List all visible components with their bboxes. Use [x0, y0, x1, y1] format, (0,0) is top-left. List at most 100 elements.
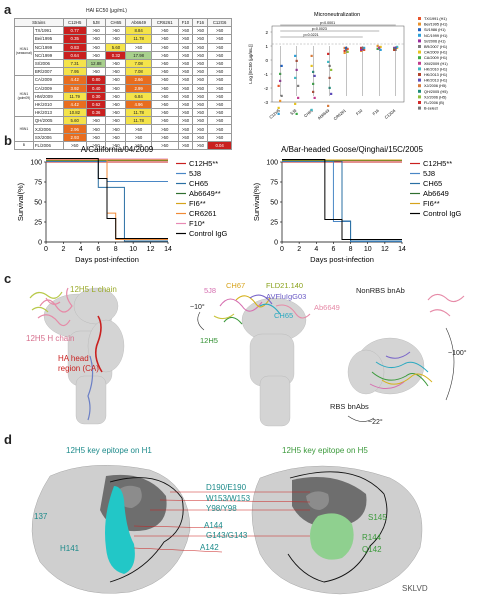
legend-label: FI6** [189, 199, 206, 208]
table-strain-name: HM/2009 [32, 91, 64, 101]
table-cell: >50 [150, 99, 179, 110]
micro-xtick: C12G6 [383, 107, 397, 119]
table-cell: 0.36 [85, 108, 107, 118]
table-cell: 3.92 [62, 83, 87, 93]
table-cell: >50 [150, 140, 179, 151]
table-header-cell: C12G6 [207, 17, 232, 28]
epitope-label-h141: H141 [60, 544, 80, 553]
table-cell: >50 [125, 42, 152, 52]
legend-label: CR6261 [189, 209, 217, 218]
watermark: SKLVD [402, 584, 428, 593]
table-cell: >50 [150, 26, 179, 36]
table-strain-name: NC/1999 [32, 50, 64, 60]
table-strain-name: SI/2006 [32, 58, 64, 69]
table-cell: >50 [150, 116, 179, 126]
micro-point [396, 45, 399, 48]
ab-label-fld21: FLD21.140 [266, 281, 304, 290]
table-cell: >50 [177, 116, 194, 126]
ha-trimer-middle [241, 297, 307, 427]
rbs-label: RBS bnAbs [330, 402, 369, 411]
table-cell: >50 [192, 99, 209, 110]
table-cell: >50 [105, 75, 127, 85]
micro-legend-swatch [418, 73, 421, 76]
micro-legend-swatch [418, 89, 421, 93]
epitope-label-s145: S145 [368, 513, 387, 522]
table-cell: >50 [192, 58, 209, 69]
table-row: HK/2013 10.82 0.36 >50 11.78 >50 >50 >50 >50 [15, 108, 232, 118]
survival-chart-qinghai: A/Bar-headed Goose/Qinghai/15C/2005 0 2 4 6 8… [252, 145, 462, 264]
micro-legend-label: B-select [424, 107, 439, 111]
survival-chart-california: A/California/04/2009 0 2 4 6 8 10 12 14 0 25 50 75 10… [16, 145, 228, 264]
micro-point [330, 68, 333, 71]
micro-point [330, 92, 333, 95]
y-axis-label: Survival(%) [252, 182, 261, 221]
table-cell: >50 [105, 108, 127, 118]
micro-legend-label: BR/2007 (H1) [424, 45, 448, 49]
micro-xtick: F16 [371, 107, 380, 116]
light-chain-ribbon [29, 291, 63, 313]
table-cell: 0.64 [62, 50, 87, 60]
table-cell: >50 [192, 91, 209, 101]
micro-legend-label: XM/2009 (H1) [424, 62, 448, 66]
micro-ylabel: Log [EC50 (μg/mL)] [248, 44, 253, 83]
table-cell: >50 [207, 50, 232, 60]
table-cell: 0.30 [85, 91, 107, 101]
micro-point [313, 96, 316, 99]
table-cell: 6.84 [125, 91, 152, 101]
micro-point [343, 51, 346, 54]
table-cell: >50 [177, 50, 194, 60]
ha-head-region [94, 315, 103, 373]
micro-point [346, 50, 349, 53]
table-cell: 11.78 [125, 34, 152, 44]
structure-panel [29, 287, 465, 427]
micro-legend-swatch [418, 106, 421, 110]
table-cell: >50 [125, 140, 152, 151]
epitope-connector-lines [133, 491, 311, 553]
nonrbs-antibody [427, 293, 465, 317]
micro-point [295, 112, 298, 115]
table-cell: >50 [207, 34, 232, 44]
y-tick-label: 50 [34, 200, 42, 207]
table-header-cell: CR6261 [150, 17, 179, 28]
micro-point [376, 44, 379, 47]
table-group-label: H1N1 (pdm09) [14, 75, 34, 118]
x-tick-label: 8 [349, 246, 353, 253]
micro-legend-swatch [418, 50, 421, 54]
micro-legend-swatch [418, 33, 421, 37]
legend-label: CH65 [189, 179, 208, 188]
table-cell: >50 [207, 58, 232, 69]
table-cell: >50 [105, 99, 127, 110]
x-tick-label: 0 [280, 246, 284, 253]
table-cell: >50 [105, 34, 127, 44]
table-cell: >50 [85, 67, 107, 77]
micro-point [297, 96, 300, 99]
x-tick-label: 0 [44, 246, 48, 253]
table-cell: >50 [207, 67, 232, 77]
table-row: NC/1999 0.64 >50 0.32 17.98 >50 >50 >50 >50 [15, 50, 232, 60]
micro-legend-swatch [418, 56, 421, 60]
light-chain-label: 12H5 L chain [70, 285, 117, 294]
micro-point [393, 48, 396, 51]
table-cell: >50 [150, 75, 179, 85]
micro-point [343, 49, 346, 52]
ha-stem-helix [87, 355, 94, 421]
table-cell: 12.88 [85, 58, 107, 69]
micro-ytick: 1 [265, 44, 268, 49]
epitope-label-r144: R144 [362, 533, 382, 542]
table-row: H5N1 QH/2005 5.60 >50 >50 11.78 >50 >50 >50 >50 [14, 116, 232, 142]
micro-point [297, 84, 300, 87]
micro-point [360, 48, 363, 51]
epitope-label-d190: D190/E190 [206, 483, 247, 492]
x-tick-label: 4 [79, 246, 83, 253]
epitope-label-w153: W153/W153 [206, 494, 251, 503]
micro-legend-label: XJ/2006 (H5) [424, 95, 447, 99]
table-strain-name: XJ/2006 [32, 124, 64, 134]
table-cell: >50 [150, 124, 179, 134]
ha-trimer-right [347, 337, 425, 395]
micro-legend-label: HK/2010 (H1) [424, 67, 448, 71]
rotation-arrow-22 [347, 415, 375, 422]
micro-xtick: 5J8 [289, 107, 298, 115]
x-tick-label: 2 [61, 246, 65, 253]
legend-label: C12H5** [189, 159, 218, 168]
table-cell: >50 [177, 26, 194, 36]
